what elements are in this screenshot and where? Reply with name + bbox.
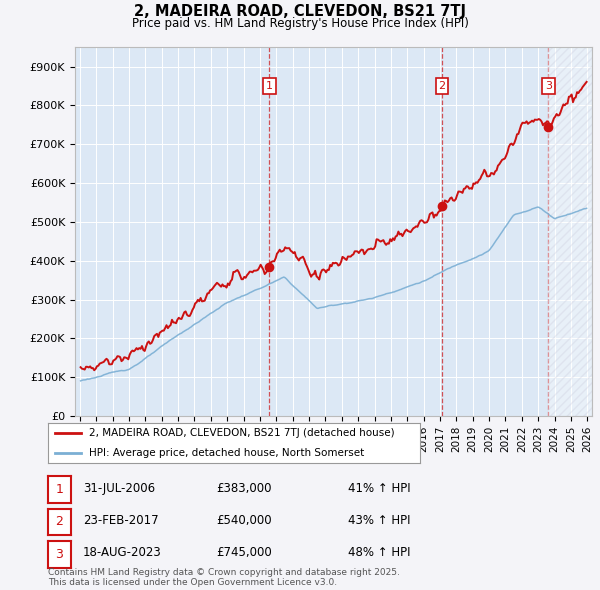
Text: 2, MADEIRA ROAD, CLEVEDON, BS21 7TJ: 2, MADEIRA ROAD, CLEVEDON, BS21 7TJ	[134, 4, 466, 19]
Text: 2: 2	[55, 515, 64, 528]
Text: 3: 3	[545, 81, 552, 91]
Text: 18-AUG-2023: 18-AUG-2023	[83, 546, 161, 559]
Text: HPI: Average price, detached house, North Somerset: HPI: Average price, detached house, Nort…	[89, 448, 364, 458]
Text: 2, MADEIRA ROAD, CLEVEDON, BS21 7TJ (detached house): 2, MADEIRA ROAD, CLEVEDON, BS21 7TJ (det…	[89, 428, 395, 438]
Text: 2: 2	[439, 81, 446, 91]
Text: 1: 1	[55, 483, 64, 496]
Text: £540,000: £540,000	[216, 514, 272, 527]
Text: Price paid vs. HM Land Registry's House Price Index (HPI): Price paid vs. HM Land Registry's House …	[131, 17, 469, 30]
Text: 48% ↑ HPI: 48% ↑ HPI	[348, 546, 410, 559]
Text: 3: 3	[55, 548, 64, 560]
Text: 23-FEB-2017: 23-FEB-2017	[83, 514, 158, 527]
Text: £383,000: £383,000	[216, 481, 271, 494]
Text: 1: 1	[266, 81, 273, 91]
Text: Contains HM Land Registry data © Crown copyright and database right 2025.
This d: Contains HM Land Registry data © Crown c…	[48, 568, 400, 587]
Text: 31-JUL-2006: 31-JUL-2006	[83, 481, 155, 494]
Text: 41% ↑ HPI: 41% ↑ HPI	[348, 481, 410, 494]
Text: £745,000: £745,000	[216, 546, 272, 559]
Text: 43% ↑ HPI: 43% ↑ HPI	[348, 514, 410, 527]
